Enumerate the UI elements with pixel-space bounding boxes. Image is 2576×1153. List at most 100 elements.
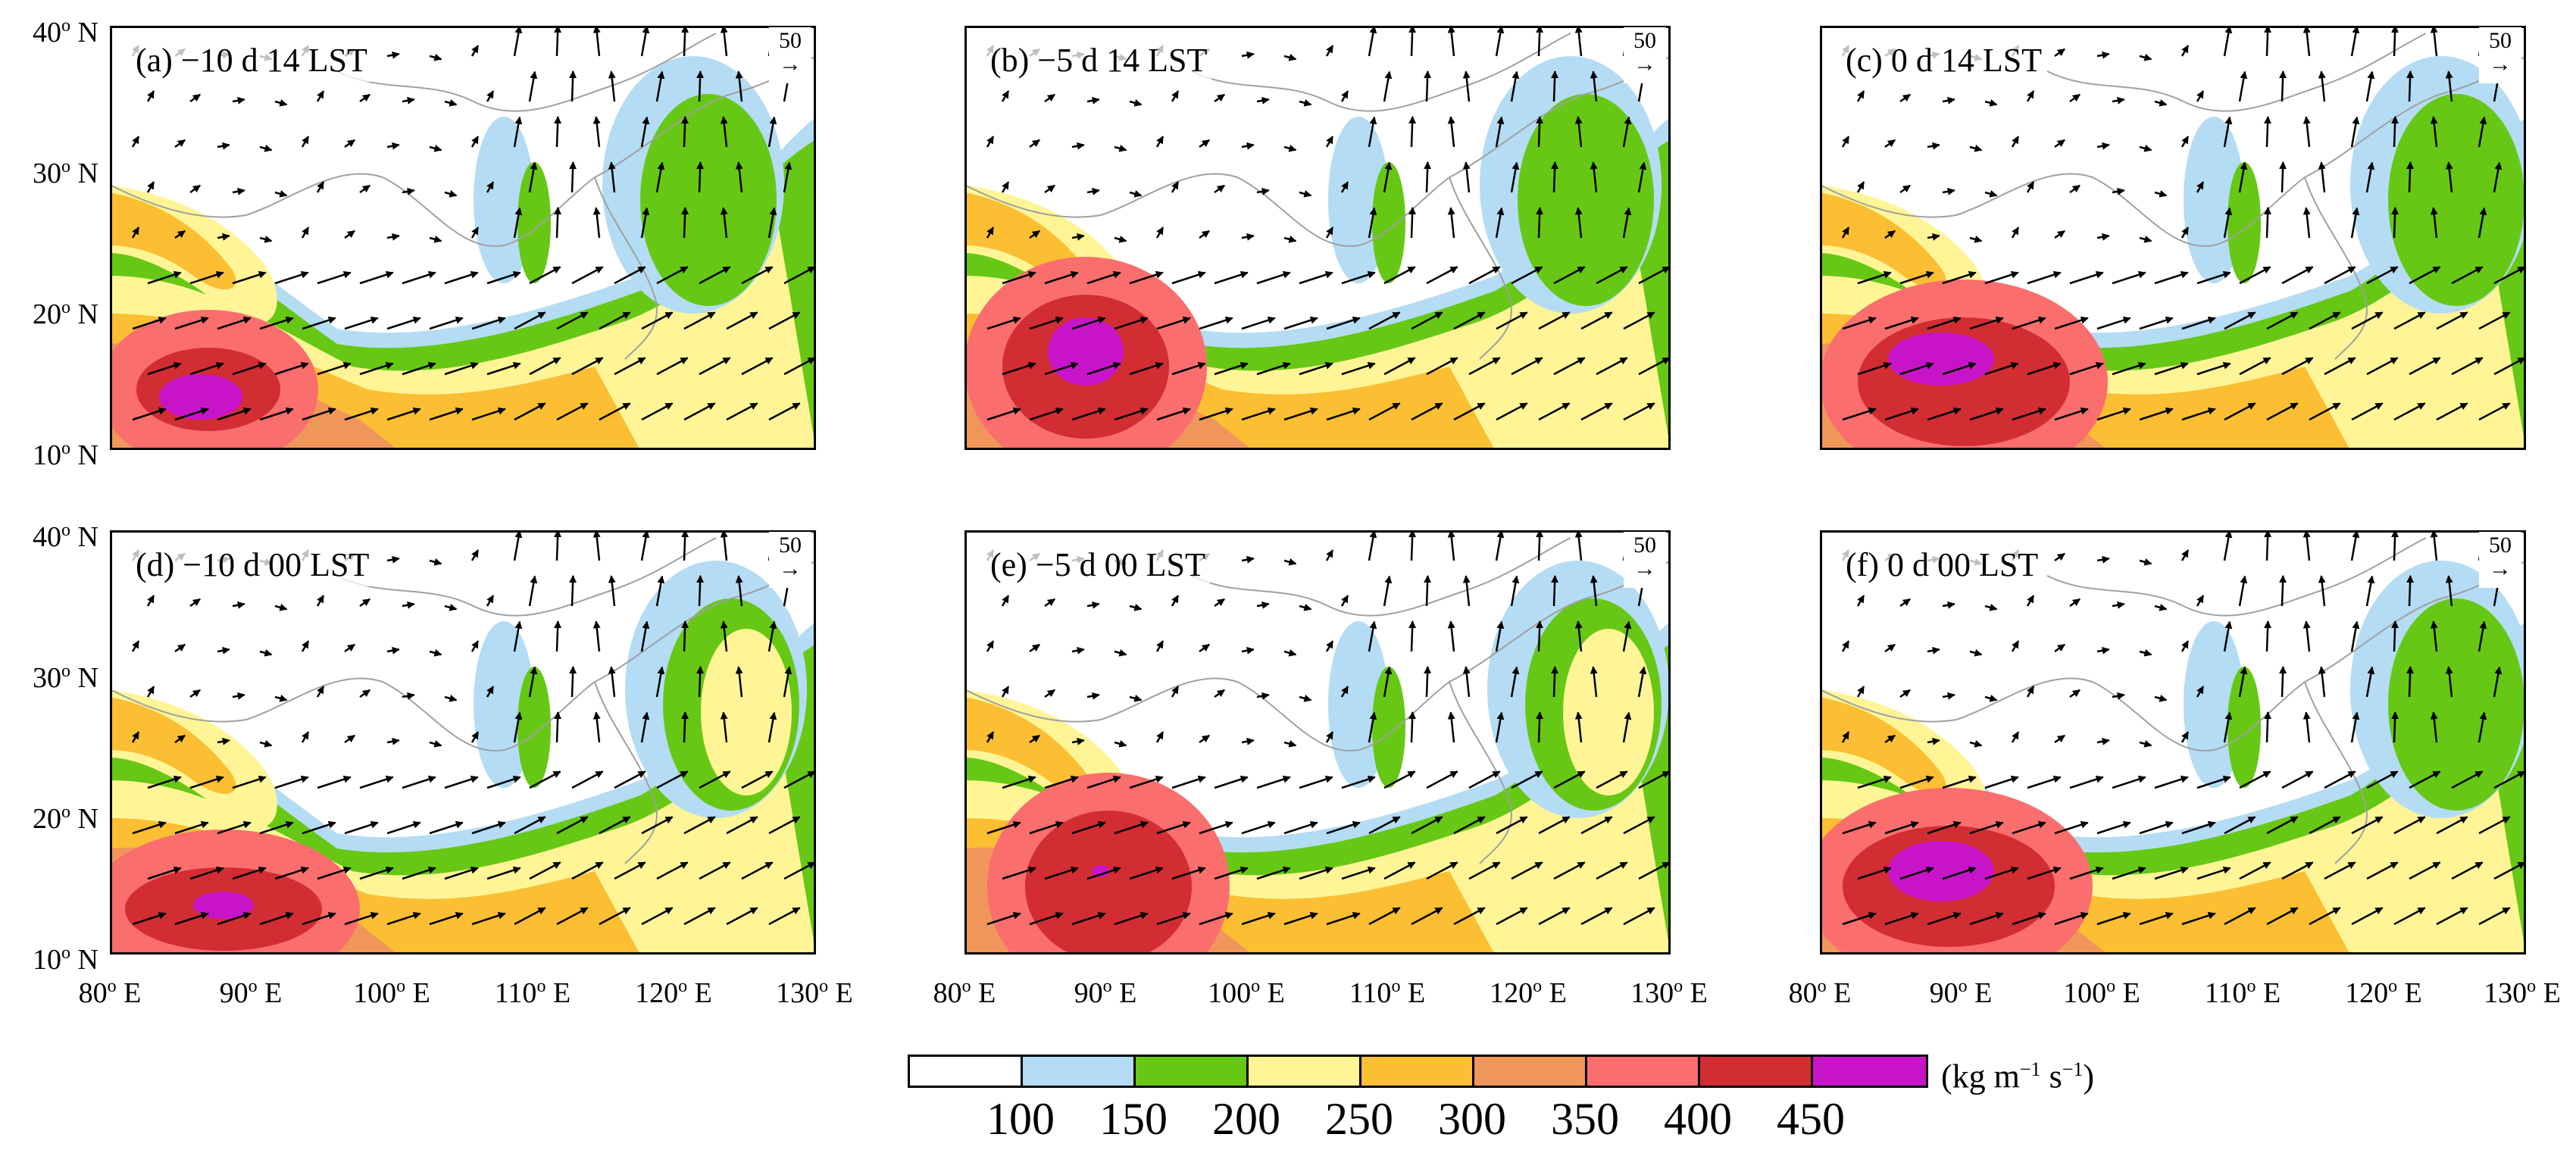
wind-arrow xyxy=(640,26,650,57)
panel-f-label: (f) 0 d 00 LST xyxy=(1841,544,2043,586)
wind-arrow xyxy=(386,233,400,241)
wind-arrow xyxy=(1171,361,1206,376)
wind-arrow xyxy=(1299,866,1333,880)
wind-arrow xyxy=(1899,361,1934,376)
wind-arrow xyxy=(1408,530,1417,561)
wind-arrow xyxy=(2281,770,2314,789)
wind-arrow xyxy=(2324,861,2356,880)
wind-arrow xyxy=(317,775,352,789)
wind-arrow xyxy=(2139,558,2152,566)
wind-arrow xyxy=(470,45,480,57)
panel-a-map xyxy=(110,26,816,450)
wind-arrow xyxy=(696,161,705,193)
wind-arrow xyxy=(2478,816,2511,835)
wind-arrow xyxy=(614,770,646,789)
wind-arrow xyxy=(1299,694,1312,702)
wind-arrow xyxy=(2069,598,2080,608)
wind-arrow xyxy=(2324,266,2356,285)
wind-arrow xyxy=(1214,361,1249,376)
wind-arrow xyxy=(2154,866,2189,880)
panel-f: (f) 0 d 00 LST 50 → xyxy=(1820,530,2526,955)
wind-arrow xyxy=(131,136,140,148)
wind-arrow xyxy=(1511,770,1543,789)
wind-arrow xyxy=(767,116,777,148)
wind-arrow xyxy=(2302,711,2311,743)
wind-arrow xyxy=(146,595,155,607)
wind-arrow xyxy=(189,689,201,698)
wind-arrow xyxy=(2445,161,2453,193)
wind-arrow xyxy=(2224,816,2256,835)
wind-arrow xyxy=(1241,51,1255,59)
wind-arrow xyxy=(1283,53,1297,61)
wind-arrow xyxy=(2069,689,2080,698)
wind-arrow xyxy=(2451,266,2484,285)
wind-arrow xyxy=(1856,181,1865,193)
wind-arrow xyxy=(569,575,577,607)
wind-arrow xyxy=(1114,911,1149,926)
wind-arrow xyxy=(217,316,252,330)
wind-arrow xyxy=(1368,207,1377,239)
colorbar-swatch xyxy=(910,1057,1023,1086)
wind-arrow xyxy=(2181,316,2216,330)
wind-arrow xyxy=(316,181,325,193)
wind-arrow xyxy=(2409,861,2441,880)
wind-arrow xyxy=(2281,861,2314,880)
wind-arrow xyxy=(2264,530,2272,561)
wind-arrow xyxy=(1969,820,2004,835)
wind-arrow xyxy=(317,866,352,880)
wind-arrow xyxy=(656,861,689,880)
wind-arrow xyxy=(486,686,495,698)
wind-arrow xyxy=(2012,911,2046,926)
wind-arrow xyxy=(1086,270,1121,285)
wind-arrow xyxy=(1510,575,1520,607)
wind-arrow xyxy=(1044,93,1055,103)
wind-arrow xyxy=(1341,866,1376,880)
wind-arrow xyxy=(1447,26,1455,57)
wind-arrow xyxy=(2409,357,2441,376)
wind-arrow xyxy=(402,775,436,789)
wind-arrow xyxy=(726,816,758,835)
wind-arrow xyxy=(1283,739,1297,748)
wind-arrow xyxy=(1536,207,1544,239)
panel-c-label: (c) 0 d 14 LST xyxy=(1841,39,2047,82)
colorbar-swatch xyxy=(1361,1057,1474,1086)
wind-arrow xyxy=(2318,161,2326,193)
wind-arrow xyxy=(274,189,288,198)
wind-arrow xyxy=(131,731,140,743)
wind-arrow xyxy=(2139,820,2174,835)
wind-arrow xyxy=(2139,235,2152,243)
wind-arrow xyxy=(2309,816,2341,835)
wind-arrow xyxy=(1884,643,1896,653)
wind-arrow xyxy=(683,402,716,421)
wind-arrow xyxy=(402,692,415,700)
panel-a-reference-value: 50 xyxy=(779,28,802,53)
wind-arrow xyxy=(471,911,506,926)
wind-arrow xyxy=(2266,907,2299,926)
colorbar-swatch xyxy=(1249,1057,1361,1086)
wind-arrow xyxy=(1969,648,1983,657)
wind-arrow xyxy=(2351,816,2384,835)
wind-arrow xyxy=(1368,816,1401,835)
wind-arrow xyxy=(132,316,167,330)
wind-arrow xyxy=(1283,144,1297,152)
wind-arrow xyxy=(2181,136,2190,148)
wind-arrow xyxy=(2393,311,2426,330)
wind-arrow xyxy=(2366,861,2399,880)
wind-arrow xyxy=(735,666,743,698)
wind-arrow xyxy=(1511,357,1543,376)
wind-arrow xyxy=(2365,575,2375,607)
wind-arrow xyxy=(1241,646,1255,655)
wind-arrow xyxy=(302,820,336,835)
wind-arrow xyxy=(301,227,310,239)
wind-arrow xyxy=(1538,907,1571,926)
wind-arrow xyxy=(513,207,523,239)
wind-arrow xyxy=(2054,734,2065,744)
wind-arrow xyxy=(1071,407,1106,421)
wind-arrow xyxy=(402,866,436,880)
wind-arrow xyxy=(1256,361,1291,376)
colorbar-tick-label: 150 xyxy=(1099,1094,1168,1144)
wind-arrow xyxy=(1842,911,1877,926)
wind-arrow xyxy=(528,666,538,698)
wind-arrow xyxy=(359,184,370,194)
wind-arrow xyxy=(1638,861,1671,880)
